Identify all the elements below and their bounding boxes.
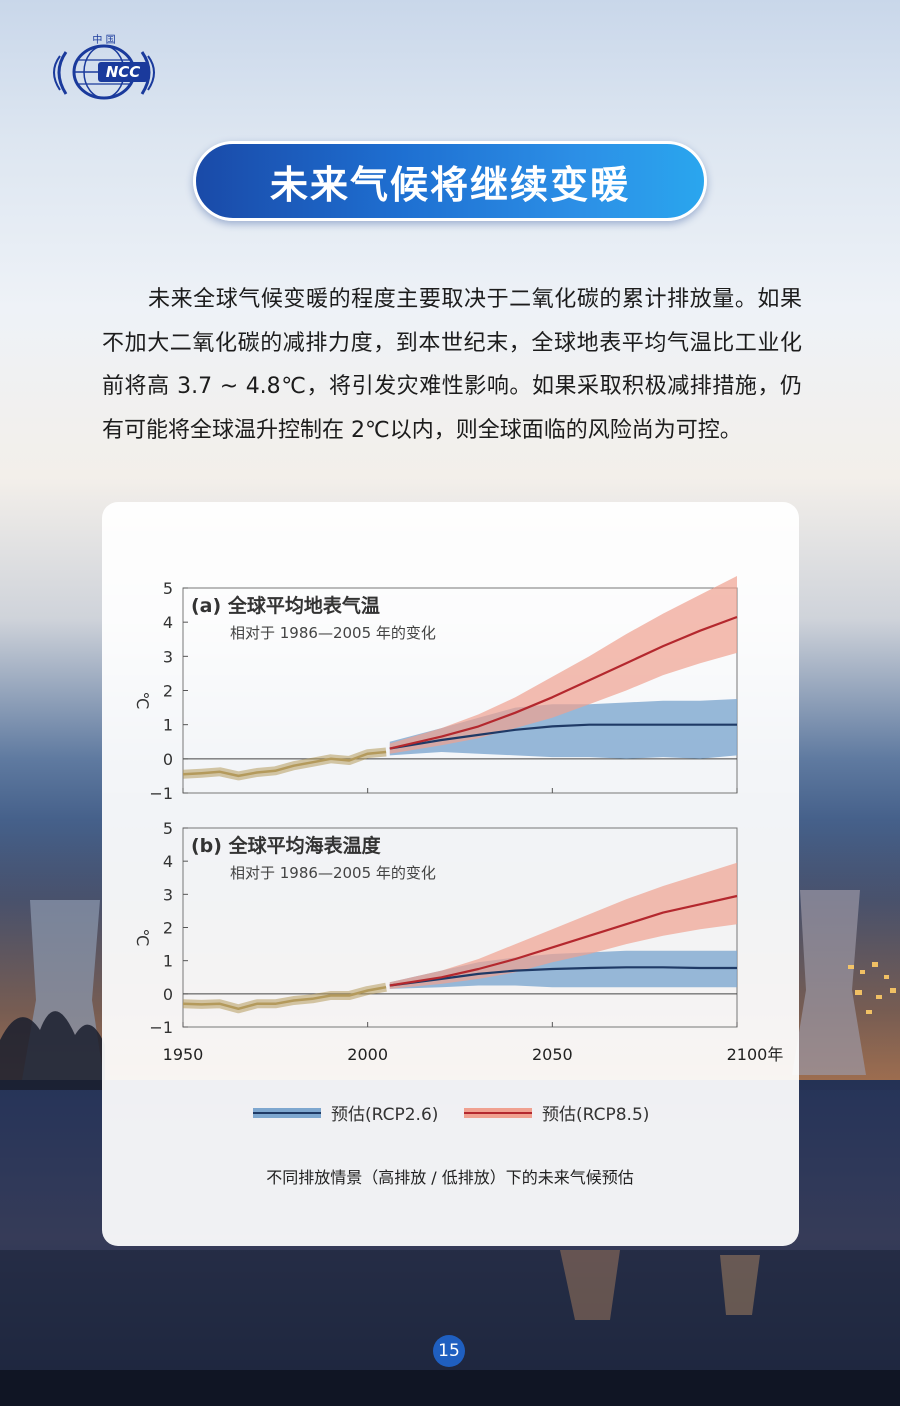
x-tick-label: 2050 xyxy=(532,1045,573,1064)
rcp85-line xyxy=(389,894,738,987)
panel-label: (a) 全球平均地表气温 xyxy=(191,594,380,617)
y-tick-label: −1 xyxy=(149,1018,173,1037)
y-tick-label: 2 xyxy=(163,682,173,701)
historical-band xyxy=(182,982,387,1014)
y-tick-label: 5 xyxy=(163,579,173,598)
panel-label: (b) 全球平均海表温度 xyxy=(191,834,382,857)
rcp26-uncertainty-band xyxy=(389,699,737,759)
panel-title: 全球平均海表温度 xyxy=(228,834,382,857)
y-tick-label: −1 xyxy=(149,784,173,803)
rcp85-uncertainty-band xyxy=(389,862,737,989)
legend-item-rcp26: 预估(RCP2.6) xyxy=(253,1100,438,1125)
body-paragraph: 未来全球气候变暖的程度主要取决于二氧化碳的累计排放量。如果不加大二氧化碳的减排力… xyxy=(102,287,802,443)
rcp85-line xyxy=(389,615,738,750)
panel-title: 全球平均地表气温 xyxy=(227,594,380,617)
logo-top-text: 中 国 xyxy=(92,33,115,46)
y-tick-label: 5 xyxy=(163,819,173,838)
chart-legend: 预估(RCP2.6) 预估(RCP8.5) xyxy=(0,1100,900,1126)
rcp85-uncertainty-band xyxy=(389,576,737,754)
y-tick-label: 4 xyxy=(163,613,173,632)
y-tick-label: 1 xyxy=(163,952,173,971)
ncc-logo: NCC 中 国 xyxy=(42,30,166,104)
historical-line xyxy=(182,985,387,1011)
legend-label-rcp26: 预估(RCP2.6) xyxy=(331,1105,439,1125)
rcp26-line xyxy=(389,966,737,987)
x-tick-label: 1950 xyxy=(163,1045,204,1064)
figure-caption: 不同排放情景（高排放 / 低排放）下的未来气候预估 xyxy=(266,1168,634,1187)
x-tick-label: 2000 xyxy=(347,1045,388,1064)
y-tick-label: 0 xyxy=(163,750,173,769)
legend-label-rcp85: 预估(RCP8.5) xyxy=(542,1105,650,1125)
legend-item-rcp85: 预估(RCP8.5) xyxy=(464,1100,649,1125)
panel-subtitle: 相对于 1986—2005 年的变化 xyxy=(230,864,436,882)
y-tick-label: 2 xyxy=(163,919,173,938)
page-title: 未来气候将继续变暖 xyxy=(269,162,630,207)
legend-swatch-rcp85 xyxy=(464,1106,532,1120)
historical-line xyxy=(182,750,387,778)
x-tick-label: 2100年 xyxy=(727,1045,784,1064)
y-tick-label: 4 xyxy=(163,852,173,871)
y-tick-label: 1 xyxy=(163,716,173,735)
legend-swatch-rcp26 xyxy=(253,1106,321,1120)
y-tick-label: 0 xyxy=(163,985,173,1004)
page-title-banner: 未来气候将继续变暖 xyxy=(193,141,707,221)
rcp26-line xyxy=(389,723,737,750)
y-tick-label: 3 xyxy=(163,885,173,904)
logo-text: NCC xyxy=(106,63,141,81)
y-tick-label: 3 xyxy=(163,647,173,666)
panel-subtitle: 相对于 1986—2005 年的变化 xyxy=(230,624,436,642)
y-axis-label: ℃ xyxy=(133,929,152,947)
page-number: 15 xyxy=(433,1335,465,1367)
y-axis-label: ℃ xyxy=(133,692,152,710)
